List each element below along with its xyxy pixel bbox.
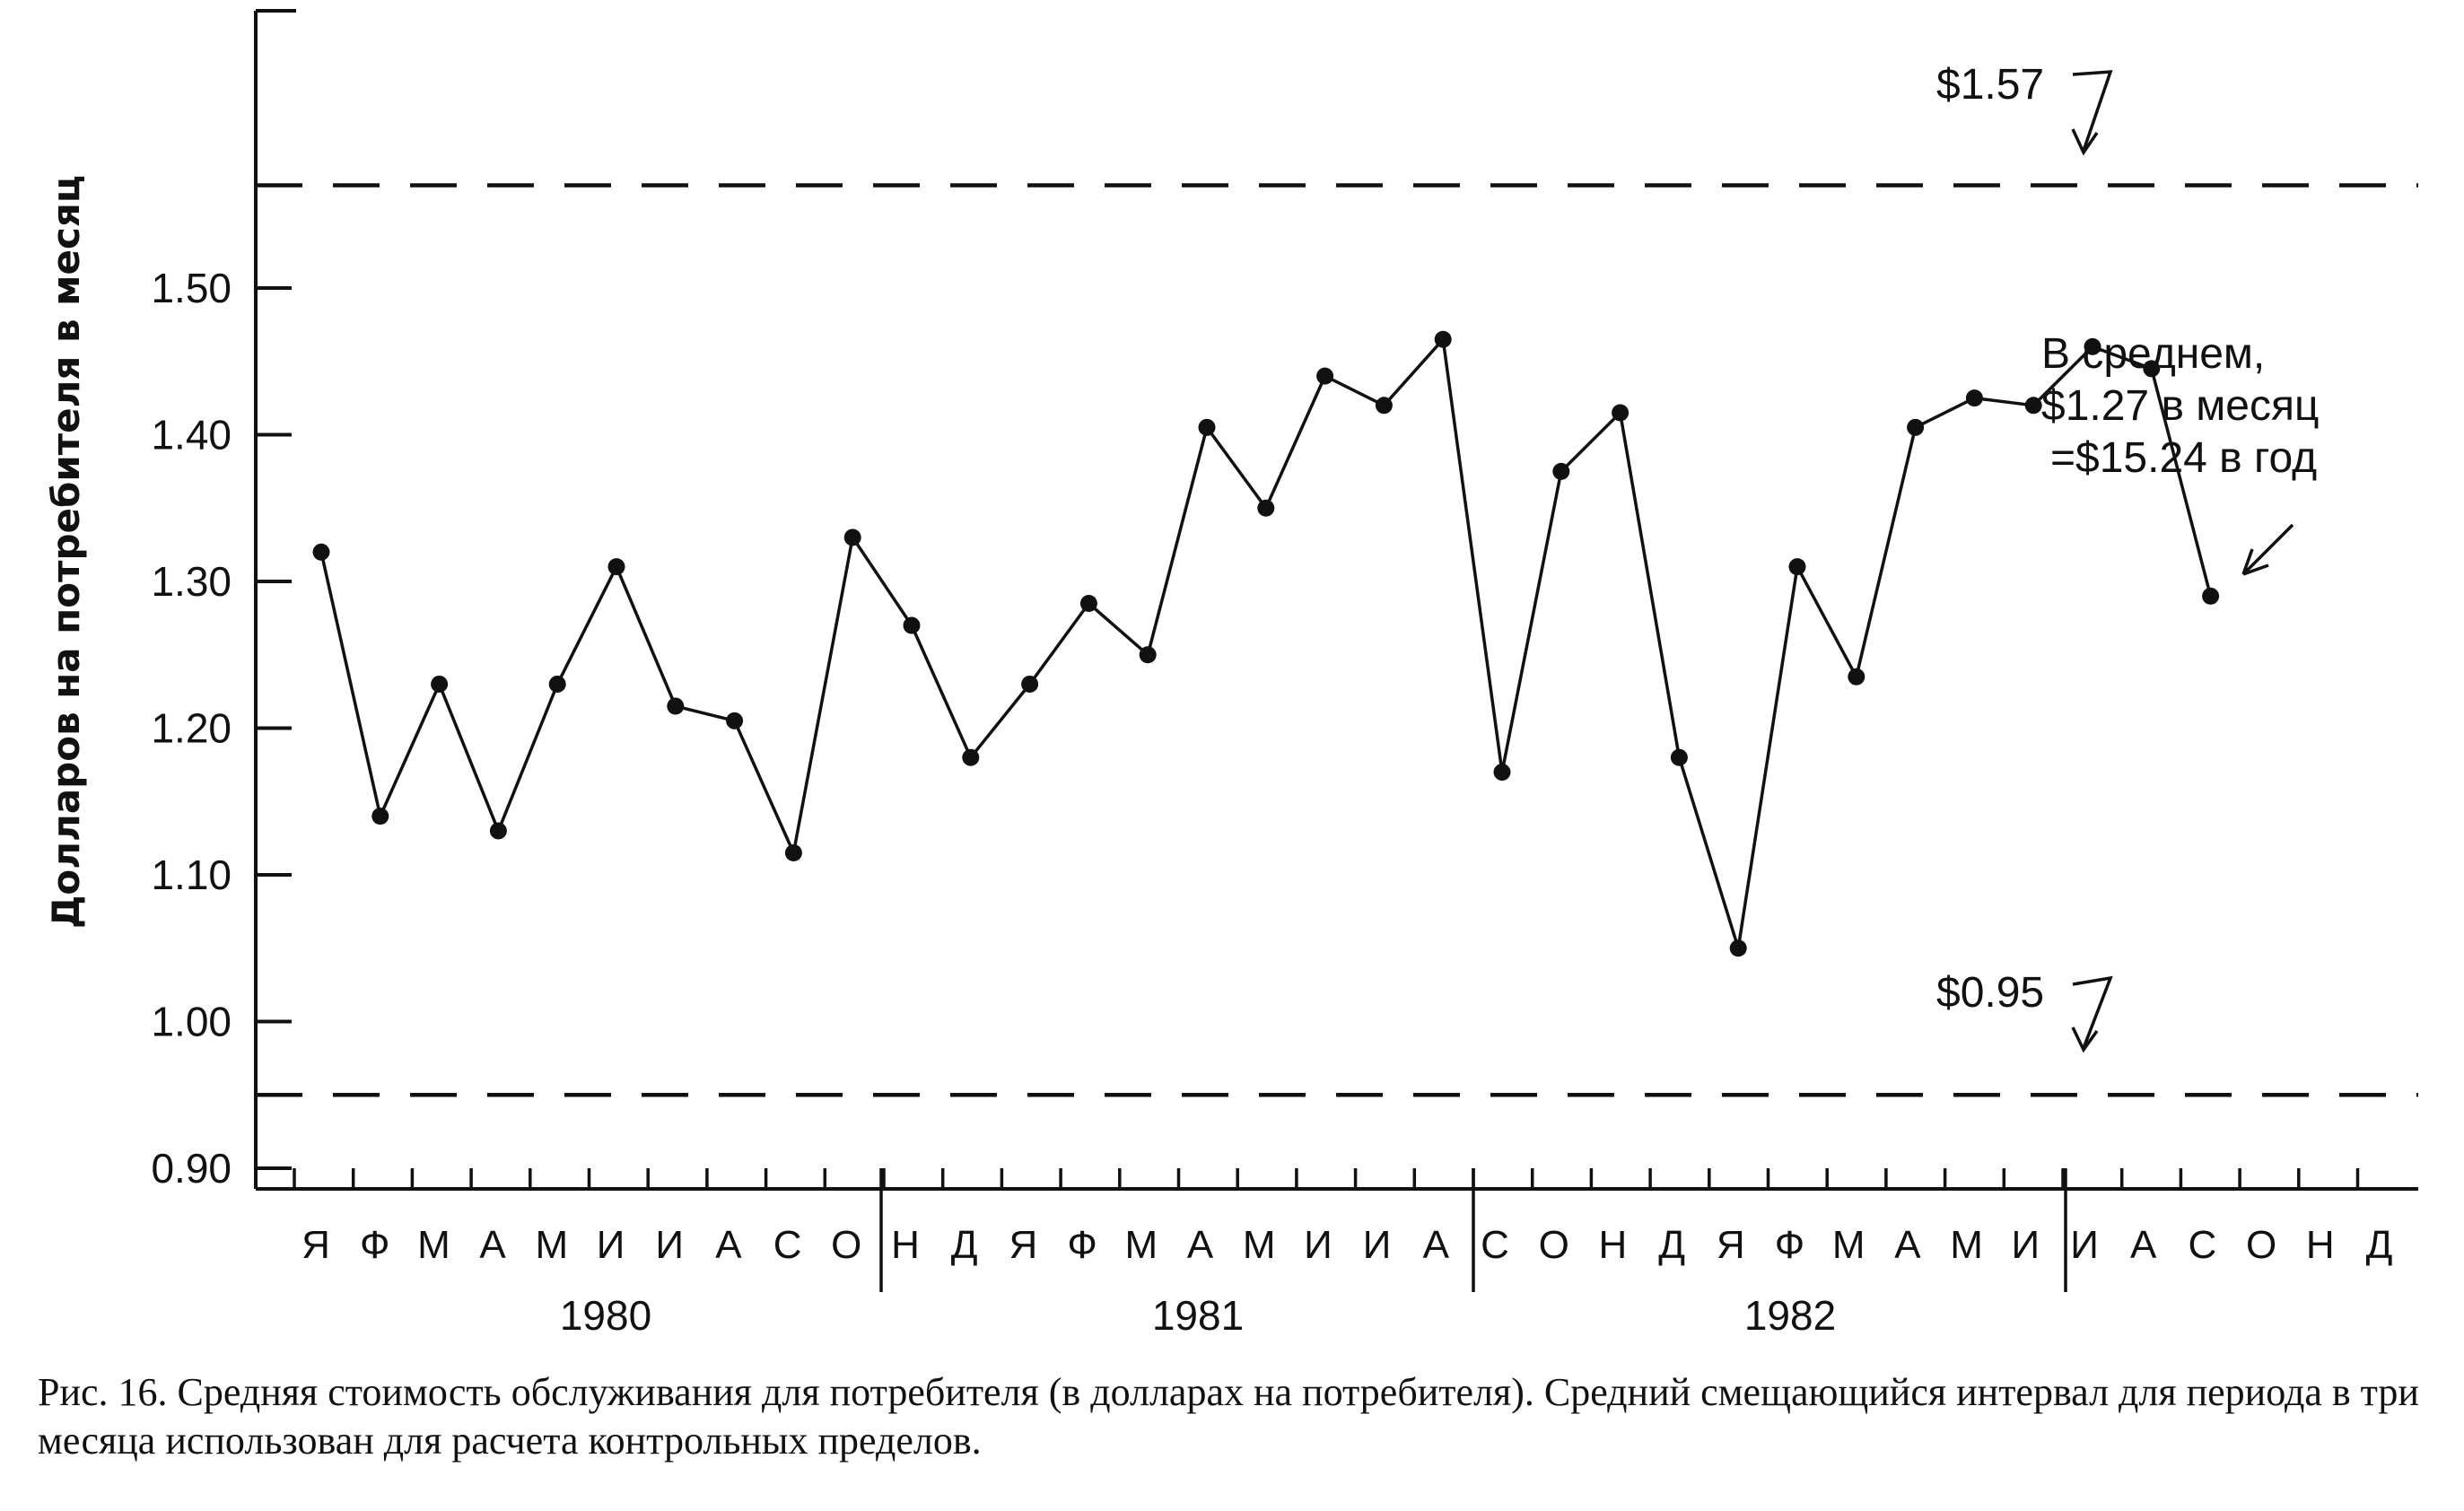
month-label: Ф [1775,1223,1804,1267]
figure-caption: Рис. 16. Средняя стоимость обслуживания … [38,1370,2419,1463]
upper-limit-arrowhead [2071,128,2099,156]
lower-limit-label: $0.95 [1936,969,2044,1017]
upper-limit-arrow [2072,70,2113,152]
data-point [607,558,625,576]
upper-limit-label: $1.57 [1936,61,2044,109]
data-point [489,822,507,840]
data-point [1079,595,1097,613]
month-label: М [1243,1223,1276,1267]
data-point [1316,367,1334,385]
data-point [2202,587,2220,605]
month-label: Д [2366,1223,2393,1267]
data-point [2143,360,2161,378]
month-label: Д [951,1223,978,1267]
data-point [2024,397,2042,415]
month-label: М [1832,1223,1865,1267]
month-label: А [1423,1223,1450,1267]
month-label: С [2189,1223,2217,1267]
data-point [1021,675,1039,693]
y-axis-ticks: 0.90 1.00 1.10 1.20 1.30 1.40 1.50 [151,265,292,1192]
year-label: 1982 [1744,1292,1836,1339]
data-point [548,675,566,693]
data-point [1907,418,1925,436]
month-label: О [1539,1223,1569,1267]
month-label: О [2246,1223,2276,1267]
data-point [1552,462,1570,480]
month-label: М [1124,1223,1158,1267]
y-tick-label: 1.50 [151,265,232,311]
data-point [371,808,389,825]
lower-limit-arrowhead [2071,1026,2099,1053]
month-label: И [655,1223,684,1267]
month-label: С [1481,1223,1509,1267]
data-series [312,330,2220,957]
month-label: И [1363,1223,1392,1267]
y-tick-label: 1.00 [151,999,232,1045]
month-label: Н [2306,1223,2335,1267]
control-limits [256,183,2418,1097]
month-label: И [597,1223,625,1267]
y-tick-label: 1.20 [151,705,232,752]
y-axis-title: Долларов на потребителя в месяц [44,175,88,929]
average-note-line-2: $1.27 в месяц [2041,382,2319,430]
month-label: Я [1717,1223,1745,1267]
month-label: И [1304,1223,1332,1267]
data-point [962,748,980,766]
month-label: А [1894,1223,1921,1267]
data-point [1788,558,1806,576]
month-label: Н [891,1223,920,1267]
data-point [1729,939,1747,957]
data-point [1612,404,1630,422]
data-point [1965,389,1983,407]
month-label: Я [301,1223,330,1267]
y-tick-label: 1.10 [151,852,232,898]
data-point [1434,330,1452,348]
month-label: Ф [1067,1223,1097,1267]
data-point [1139,646,1157,664]
month-label: А [479,1223,506,1267]
month-label: О [831,1223,861,1267]
month-label: А [1187,1223,1214,1267]
data-point [1198,418,1216,436]
month-label: С [773,1223,802,1267]
month-label: И [2011,1223,2040,1267]
data-point [431,675,449,693]
data-point [726,712,744,729]
data-point [2084,337,2101,355]
lower-limit-arrow [2072,975,2113,1049]
data-point [1493,764,1511,782]
average-note-line-3: =$15.24 в год [2050,434,2317,482]
data-point [1670,748,1688,766]
year-label: 1981 [1152,1292,1244,1339]
data-point [1848,668,1865,686]
data-point [784,843,802,861]
month-label: А [715,1223,742,1267]
month-label: И [2070,1223,2099,1267]
average-note-line-1: В среднем, [2041,330,2265,378]
data-point [1257,499,1275,517]
month-label: Я [1009,1223,1038,1267]
month-label: А [2130,1223,2157,1267]
month-label: Д [1658,1223,1685,1267]
month-label: М [1950,1223,1983,1267]
y-tick-label: 1.40 [151,412,232,459]
year-label: 1980 [560,1292,651,1339]
data-point [843,528,861,546]
data-point [312,543,330,561]
month-label: Ф [360,1223,389,1267]
series-line [319,337,2213,950]
data-point [903,616,921,634]
y-tick-label: 1.30 [151,558,232,605]
y-tick-label: 0.90 [151,1145,232,1192]
data-point [1375,397,1393,415]
month-label: М [535,1223,568,1267]
month-label: М [417,1223,450,1267]
average-note-arrow [2241,523,2294,576]
data-point [667,697,685,715]
month-label: Н [1599,1223,1628,1267]
